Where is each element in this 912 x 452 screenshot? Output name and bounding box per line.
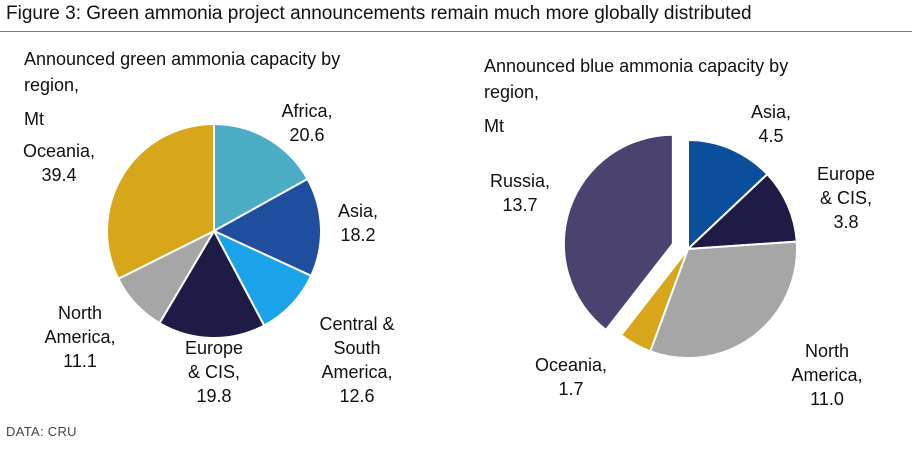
slice-label-oceania: Oceania, 39.4 bbox=[23, 141, 95, 185]
blue-chart-title-line-1: Announced blue ammonia capacity by bbox=[484, 56, 789, 76]
slice-label-line: Asia, bbox=[338, 201, 378, 221]
pie-slice-russia bbox=[562, 133, 674, 332]
blue-chart-title: Announced blue ammonia capacity by regio… bbox=[484, 53, 788, 139]
slice-label-line: Africa, bbox=[281, 101, 332, 121]
slice-label-line: 18.2 bbox=[340, 225, 375, 245]
slice-label-line: 11.1 bbox=[63, 351, 97, 371]
pie-slice-asia bbox=[687, 138, 769, 252]
slice-label-europe-and-cis: Europe & CIS, 19.8 bbox=[185, 338, 243, 406]
slice-label-central-and-south-america: Central & South America, 12.6 bbox=[319, 314, 394, 406]
title-divider bbox=[0, 31, 912, 32]
slice-label-oceania: Oceania, 1.7 bbox=[535, 355, 607, 399]
slice-label-asia: Asia, 4.5 bbox=[751, 102, 791, 146]
slice-label-line: North bbox=[805, 341, 849, 361]
green-ammonia-pie: Africa, 20.6 Asia, 18.2 Central & South Americ… bbox=[23, 101, 395, 406]
green-chart-unit: Mt bbox=[24, 109, 44, 129]
slice-label-europe-and-cis: Europe & CIS, 3.8 bbox=[817, 164, 875, 232]
slice-label-line: 20.6 bbox=[289, 125, 324, 145]
slice-label-line: America, bbox=[44, 327, 115, 347]
slice-label-line: Europe bbox=[185, 338, 243, 358]
slice-label-line: South bbox=[333, 338, 380, 358]
slice-label-africa: Africa, 20.6 bbox=[281, 101, 332, 145]
pie-slice-europe-and-cis bbox=[685, 172, 798, 251]
pie-slice-oceania bbox=[106, 122, 215, 281]
data-source: DATA: CRU bbox=[6, 424, 77, 439]
pie-slice-africa bbox=[213, 122, 309, 233]
figure-title: Figure 3: Green ammonia project announce… bbox=[6, 3, 752, 24]
slice-label-line: 19.8 bbox=[196, 386, 231, 406]
slice-label-line: 13.7 bbox=[502, 195, 537, 215]
slice-label-north-america: North America, 11.1 bbox=[44, 303, 115, 371]
slice-label-line: Oceania, bbox=[23, 141, 95, 161]
slice-label-russia: Russia, 13.7 bbox=[490, 171, 550, 215]
slice-label-asia: Asia, 18.2 bbox=[338, 201, 378, 245]
pie-slice-europe-and-cis bbox=[158, 228, 266, 339]
slice-label-line: Oceania, bbox=[535, 355, 607, 375]
pie-slice-north-america bbox=[649, 240, 798, 359]
slice-label-line: & CIS, bbox=[188, 362, 240, 382]
slice-label-line: 1.7 bbox=[558, 379, 583, 399]
pie-slice-central-and-south-america bbox=[211, 228, 313, 327]
slice-label-north-america: North America, 11.0 bbox=[791, 341, 862, 409]
slice-label-line: Asia, bbox=[751, 102, 791, 122]
blue-chart-title-line-2: region, bbox=[484, 82, 540, 102]
blue-ammonia-pie: Asia, 4.5 Europe & CIS, 3.8 North America, 11.0… bbox=[490, 102, 875, 409]
slice-label-line: 3.8 bbox=[833, 212, 858, 232]
slice-label-line: 11.0 bbox=[810, 389, 844, 409]
slice-label-line: North bbox=[58, 303, 102, 323]
pie-slice-asia bbox=[211, 177, 322, 278]
blue-chart-unit: Mt bbox=[484, 116, 504, 136]
green-chart-title-line-1: Announced green ammonia capacity by bbox=[24, 49, 341, 69]
green-chart-title-line-2: region, bbox=[24, 75, 80, 95]
green-chart-title: Announced green ammonia capacity by regi… bbox=[24, 46, 340, 132]
slice-label-line: 12.6 bbox=[339, 386, 374, 406]
slice-label-line: Europe bbox=[817, 164, 875, 184]
pie-slice-oceania bbox=[619, 248, 689, 353]
slice-label-line: Russia, bbox=[490, 171, 550, 191]
slice-label-line: & CIS, bbox=[820, 188, 872, 208]
slice-label-line: 39.4 bbox=[41, 165, 76, 185]
slice-label-line: America, bbox=[321, 362, 392, 382]
slice-label-line: Central & bbox=[319, 314, 394, 334]
slice-label-line: America, bbox=[791, 365, 862, 385]
slice-label-line: 4.5 bbox=[758, 126, 783, 146]
